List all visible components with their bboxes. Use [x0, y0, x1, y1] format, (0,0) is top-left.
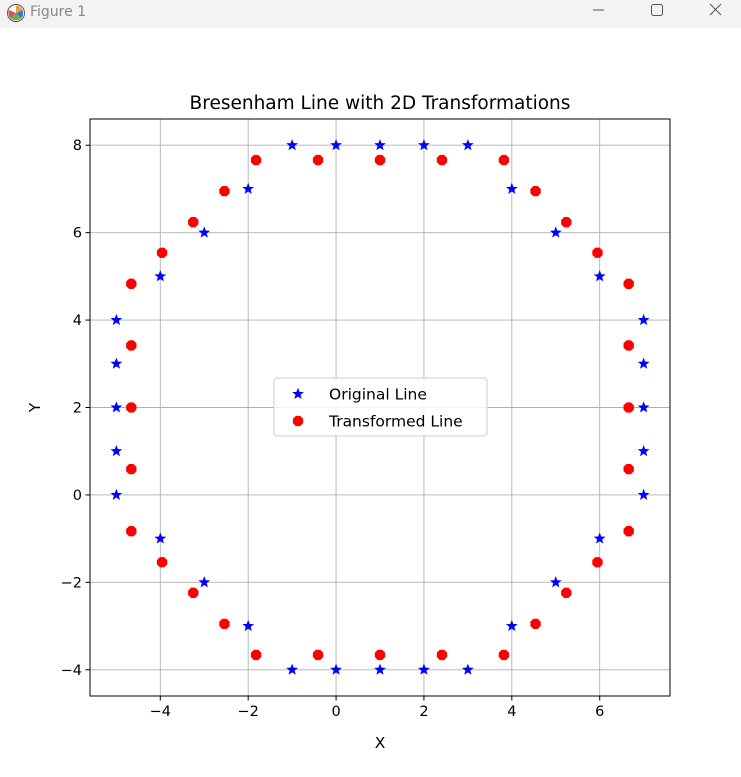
- x-axis-label: X: [375, 734, 386, 752]
- transformed-line-point: [219, 185, 230, 197]
- original-line-point: [286, 139, 299, 151]
- original-line-point: [637, 401, 650, 413]
- original-line-point: [593, 532, 606, 544]
- window-title: Figure 1: [30, 4, 87, 20]
- original-line-point: [154, 270, 167, 282]
- close-button[interactable]: [692, 0, 738, 28]
- transformed-line-point: [498, 154, 510, 166]
- original-line-point: [330, 139, 342, 151]
- original-line-point: [198, 576, 211, 588]
- x-tick-label: 4: [507, 704, 516, 720]
- transformed-line-point: [530, 618, 541, 630]
- original-line-point: [374, 663, 386, 675]
- transformed-line-point: [126, 340, 137, 351]
- transformed-line-point: [250, 649, 262, 661]
- transformed-line-point: [623, 463, 634, 475]
- close-icon: [709, 3, 722, 16]
- original-line-point: [242, 619, 255, 632]
- transformed-line-point: [436, 154, 448, 166]
- original-line-point: [110, 488, 123, 500]
- transformed-line-point: [436, 649, 448, 661]
- original-line-point: [418, 663, 430, 675]
- original-line-point: [110, 357, 123, 369]
- original-line-point: [110, 401, 123, 413]
- original-line-point: [549, 576, 562, 588]
- y-tick-label: 2: [73, 401, 82, 417]
- scatter-chart: −4 −2 0 2 4 6 −4 −2 0 2 4 6 8 Bresenham Line with 2D …: [26, 93, 671, 752]
- original-line-point: [330, 663, 342, 675]
- transformed-line-point: [219, 618, 230, 630]
- maximize-button[interactable]: [634, 0, 680, 28]
- transformed-line-point: [126, 526, 137, 537]
- legend-marker: [292, 387, 304, 400]
- original-line-point: [110, 313, 123, 326]
- legend-marker: [292, 415, 304, 427]
- original-line-point: [637, 313, 650, 326]
- minimize-icon: [593, 9, 604, 11]
- original-line-point: [461, 139, 474, 151]
- transformed-line-point: [126, 402, 137, 413]
- y-tick-label: 0: [73, 488, 82, 504]
- y-tick-label: 6: [73, 226, 82, 242]
- original-line-point: [418, 139, 430, 151]
- window-titlebar: Figure 1: [0, 0, 741, 28]
- original-line-point: [505, 182, 518, 194]
- original-line-point: [154, 532, 167, 544]
- original-line-point: [110, 445, 123, 457]
- y-tick-label: 8: [73, 138, 82, 154]
- transformed-line-point: [498, 649, 510, 661]
- transformed-line-point: [374, 649, 386, 661]
- transformed-line-point: [561, 587, 572, 599]
- transformed-line-point: [312, 154, 324, 166]
- original-line-point: [637, 445, 650, 457]
- original-line-point: [549, 226, 562, 238]
- transformed-line-point: [374, 154, 386, 166]
- original-line-point: [593, 270, 606, 282]
- original-line-point: [242, 182, 255, 194]
- original-line-point: [198, 226, 211, 238]
- x-tick-label: −2: [237, 704, 258, 720]
- y-axis-label: Y: [26, 402, 44, 413]
- transformed-line-point: [623, 278, 634, 289]
- y-tick-label: 4: [73, 313, 82, 329]
- transformed-line-point: [188, 216, 199, 228]
- transformed-line-point: [623, 340, 634, 351]
- transformed-line-point: [188, 587, 199, 599]
- transformed-line-point: [250, 154, 262, 166]
- transformed-line-point: [126, 278, 137, 289]
- original-line-point: [637, 357, 650, 369]
- transformed-line-point: [156, 557, 168, 568]
- transformed-line-point: [156, 247, 168, 258]
- transformed-line-point: [312, 649, 324, 661]
- axes-frame: [89, 118, 671, 697]
- transformed-line-point: [126, 463, 137, 475]
- y-tick-label: −2: [61, 575, 82, 591]
- legend-label: Original Line: [329, 386, 427, 404]
- transformed-line-point: [561, 216, 572, 228]
- original-line-point: [374, 139, 386, 151]
- x-tick-label: −4: [150, 704, 171, 720]
- chart-title: Bresenham Line with 2D Transformations: [190, 93, 571, 114]
- x-tick-label: 6: [595, 704, 604, 720]
- original-line-point: [461, 663, 474, 675]
- matplotlib-icon: [7, 4, 25, 22]
- original-line-point: [286, 663, 299, 675]
- y-tick-label: −4: [61, 663, 82, 679]
- original-line-point: [637, 488, 650, 500]
- transformed-line-point: [623, 526, 634, 537]
- transformed-line-point: [592, 557, 603, 568]
- original-line-point: [505, 619, 518, 632]
- maximize-icon: [651, 4, 663, 16]
- minimize-button[interactable]: [576, 0, 622, 28]
- legend-label: Transformed Line: [328, 413, 463, 431]
- transformed-line-point: [530, 185, 541, 197]
- transformed-line-point: [623, 402, 634, 413]
- x-tick-label: 2: [419, 704, 428, 720]
- legend-box: [273, 377, 488, 437]
- transformed-line-point: [592, 247, 603, 258]
- x-tick-label: 0: [331, 704, 340, 720]
- figure-canvas: −4 −2 0 2 4 6 −4 −2 0 2 4 6 8 Bresenham Line with 2D …: [0, 28, 741, 777]
